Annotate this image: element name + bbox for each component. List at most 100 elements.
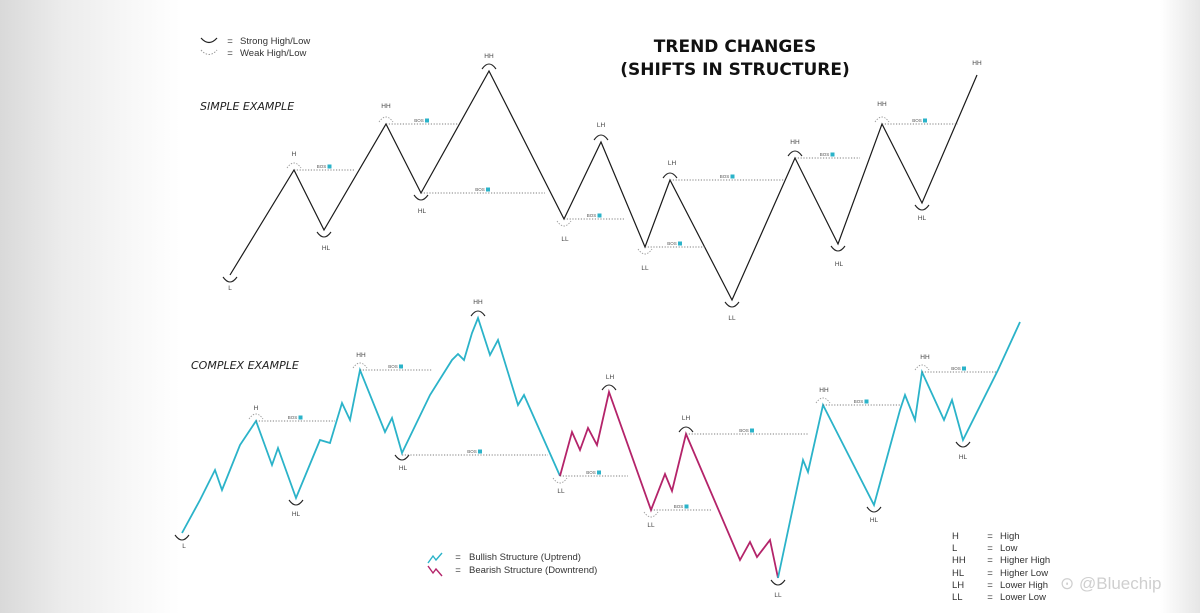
legend-equals: = [227,47,233,59]
pivot-label: LL [641,265,649,272]
pivot-label: HH [877,101,887,108]
strong-pivot-arc [678,426,694,433]
pivot-label: HL [959,454,968,461]
weak-pivot-arc [815,397,831,404]
pivot-label: LL [728,315,736,322]
abbr-value: High [1000,530,1020,542]
pivot-label: LH [668,160,677,167]
bos-marker [923,118,927,123]
bos-marker [750,428,754,433]
bos-marker [597,213,602,218]
abbr-row: LH = Lower High [952,579,1050,591]
strong-pivot-arc [394,454,410,461]
weak-pivot-arc [637,248,653,255]
bos-marker [298,415,303,420]
strong-pivot-arc [481,63,497,70]
weak-pivot-arc [248,413,264,420]
weak-arc-icon [200,49,218,55]
bos-marker [399,364,403,369]
pivot-label: HH [972,60,982,67]
bearish-zigzag-icon [427,565,443,576]
bos-label: BOS [467,449,477,454]
pivot-label: HL [870,517,879,524]
pivot-label: HH [920,354,930,361]
legend-row-strong: = Strong High/Low [198,35,310,47]
strong-pivot-arc [830,245,846,252]
pivot-label: LL [561,236,569,243]
abbr-equals: = [987,555,993,567]
bos-label: BOS [587,213,597,218]
pivot-label: HL [292,511,301,518]
pivot-label: HH [484,53,494,60]
bullish-zigzag-icon [427,552,443,563]
legend-strong-text: Strong High/Low [240,35,311,47]
bos-label: BOS [667,241,677,246]
pivot-label: L [228,285,232,292]
abbr-key: HL [952,567,965,579]
abbreviation-legend: H = High L = Low HH = Higher High HL = Higher Lo… [952,530,1050,604]
simple-example-label: SIMPLE EXAMPLE [200,100,295,113]
abbr-key: LL [952,592,963,604]
bos-marker [425,118,429,123]
bos-marker [486,187,490,192]
right-shadow [1160,0,1200,613]
weak-pivot-arc [378,116,394,123]
strong-pivot-arc [413,194,429,201]
bos-label: BOS [951,366,961,371]
strong-pivot-arc [866,506,882,513]
pivot-label: HH [381,103,391,110]
pivot-label: LH [606,374,615,381]
bos-label: BOS [586,470,596,475]
bos-marker [864,399,869,404]
strong-pivot-arc [914,204,930,211]
strong-pivot-arc [593,134,609,141]
legend-equals: = [227,35,233,47]
strong-pivot-arc [724,301,740,308]
bos-marker [730,174,735,179]
legend-bullish-text: Bullish Structure (Uptrend) [469,552,581,563]
abbr-key: H [952,530,959,542]
bos-label: BOS [854,399,864,404]
bullish-price-line [181,315,561,534]
abbr-row: L = Low [952,542,1050,554]
bos-label: BOS [739,428,749,433]
pivot-label: LH [597,122,606,129]
complex-example-label: COMPLEX EXAMPLE [191,359,299,372]
abbr-key: LH [952,579,965,591]
bos-label: BOS [820,152,830,157]
bos-marker [830,152,835,157]
abbr-value: Higher High [1000,555,1051,567]
abbr-row: HL = Higher Low [952,567,1050,579]
bos-marker [597,470,601,475]
strong-pivot-arc [470,310,486,317]
title-line-2: (SHIFTS IN STRUCTURE) [620,60,850,80]
strong-pivot-arc [787,150,803,157]
pivot-label: H [254,405,259,412]
watermark: ⊙ @Bluechip [1060,574,1162,593]
pivot-label: LL [647,522,655,529]
abbr-key: L [952,542,958,554]
pivot-label: LL [557,488,565,495]
pivot-label: LL [774,592,782,599]
bos-label: BOS [414,118,424,123]
bos-label: BOS [912,118,922,123]
abbr-row: LL = Lower Low [952,591,1050,603]
strong-pivot-arc [662,172,678,179]
page-title: TREND CHANGES (SHIFTS IN STRUCTURE) [590,36,880,82]
pivot-label: HL [322,245,331,252]
strong-pivot-arc [222,276,238,283]
abbr-row: H = High [952,530,1050,542]
bos-marker [678,241,682,246]
bos-marker [962,366,966,371]
bos-marker [327,164,332,169]
strong-pivot-arc [601,384,617,391]
pivot-label: H [292,151,297,158]
pivot-label: HL [399,465,408,472]
abbr-equals: = [987,530,993,542]
legend-equals: = [455,552,461,563]
weak-pivot-arc [643,511,659,518]
bos-label: BOS [674,504,684,509]
abbr-value: Higher Low [1000,567,1049,579]
weak-pivot-arc [556,220,572,227]
abbr-value: Lower High [1000,579,1049,591]
